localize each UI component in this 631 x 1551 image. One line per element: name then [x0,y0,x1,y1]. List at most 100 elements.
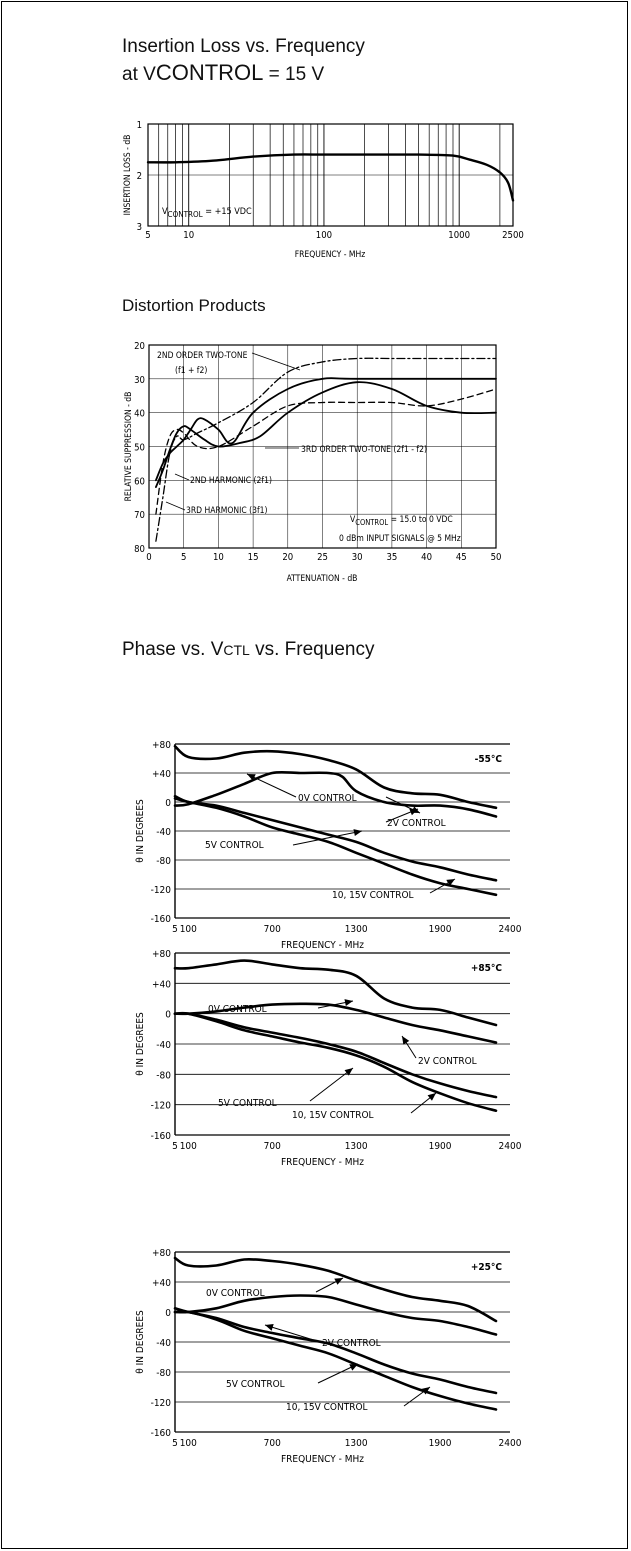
phase_m55-x-tick-label: 700 [264,924,281,935]
phase_p25-series-line-0 [173,1256,498,1323]
il-x-axis-label: FREQUENCY - MHz [295,250,366,260]
dp-x-tick-label: 35 [386,552,397,563]
phase_m55-label-c10: 10, 15V CONTROL [332,890,414,901]
phase_p25-x-tick-label: 1300 [345,1438,368,1449]
phase_p25-y-tick-label: -120 [151,1398,172,1409]
phase_p85-arrow-c2-0-head [402,1036,410,1045]
phase_p25-temperature-label: +25°C [471,1262,503,1273]
dp-x-tick-label: 50 [491,552,502,563]
phase_m55-arrow-c5-0-head [353,829,362,837]
phase_p85-y-tick-label: -160 [151,1131,172,1142]
phase_p85-arrow-c5-0-head [344,1068,353,1076]
phase_p25-arrow-c10-0-head [421,1387,430,1395]
phase_p25-x-tick-label: 2400 [499,1438,522,1449]
phase_p85-x-tick-label: 1900 [429,1141,452,1152]
phase_m55-arrow-c10-0-head [446,879,455,886]
phase_m55-x-tick-label: 1900 [429,924,452,935]
dp-x-tick-label: 15 [248,552,259,563]
phase_p25-y-tick-label: +80 [152,1248,171,1259]
distortion-title: Distortion Products [122,296,266,315]
phase-title-sub: CTL [223,642,250,658]
phase_p85-y-tick-label: +80 [152,949,171,960]
phase_p85-label-c5: 5V CONTROL [218,1098,277,1109]
phase_p25-series-line-1 [173,1294,498,1336]
dp-y-tick-label: 70 [134,510,145,521]
phase_p85-y-tick-label: +40 [152,979,171,990]
phase_m55-y-tick-label: +40 [152,769,171,780]
phase_p85-y-tick-label: -120 [151,1101,172,1112]
il-y-axis-label: INSERTION LOSS - dB [123,135,133,216]
phase-title-post: vs. Frequency [249,639,375,660]
phase_m55-x-tick-label: 100 [180,924,197,935]
phase_p25-label-c5: 5V CONTROL [226,1379,285,1390]
phase_m55-y-tick-label: -160 [151,914,172,925]
dp-2nd-harm-label: 2ND HARMONIC (2f1) [190,476,272,486]
dp-x-tick-label: 40 [421,552,432,563]
il-x-tick-label: 2500 [502,230,524,241]
il-vcontrol-annotation: VCONTROL = +15 VDC [162,207,252,219]
phase_p25-x-tick-label: 100 [180,1438,197,1449]
phase_m55-label-c0: 0V CONTROL [298,793,357,804]
subtitle-sub: CONTROL [155,60,264,85]
phase_m55-series-line-3 [173,797,498,897]
dp-vcontrol-annotation: VCONTROL = 15.0 to 0 VDC [350,515,453,527]
il-y-tick-label: 1 [137,120,142,131]
phase_p85-x-tick-label: 1300 [345,1141,368,1152]
phase_p25-label-c2: 2V CONTROL [322,1338,381,1349]
dp-2nd-order-leader [251,352,301,371]
phase_p85-label-c10: 10, 15V CONTROL [292,1110,374,1121]
phase_p25-y-tick-label: -80 [156,1368,171,1379]
phase_p85-arrow-c5-0-shaft [309,1067,354,1102]
phase_p85-series-line-1 [173,1002,498,1044]
dp-x-tick-label: 10 [213,552,224,563]
dp-input-annotation: 0 dBm INPUT SIGNALS @ 5 MHz [339,534,461,544]
phase_m55-label-c2: 2V CONTROL [387,818,446,829]
phase_m55-temperature-label: -55°C [475,754,503,765]
phase_m55-x-tick-label: 5 [172,924,178,935]
phase_p85-x-tick-label: 2400 [499,1141,522,1152]
insertion-loss-title: Insertion Loss vs. Frequency [122,36,365,57]
dp-3rd-harm-leader [165,501,186,511]
phase_p25-arrow-c0-0-head [334,1278,343,1285]
dp-3rd-order-label: 3RD ORDER TWO-TONE (2f1 - f2) [301,445,427,455]
phase_p25-label-c10: 10, 15V CONTROL [286,1402,368,1413]
dp-y-tick-label: 50 [134,443,145,454]
phase-title: Phase vs. VCTL vs. Frequency [122,639,374,661]
phase_p85-arrow-c0-0-head [344,999,353,1007]
dp-x-tick-label: 5 [181,552,186,563]
phase_p85-x-tick-label: 100 [180,1141,197,1152]
dp-x-axis-label: ATTENUATION - dB [287,574,358,584]
phase_m55-x-tick-label: 2400 [499,924,522,935]
phase_m55-arrow-c0-0-head [247,774,256,781]
phase_p85-x-tick-label: 5 [172,1141,178,1152]
phase_p25-x-tick-label: 700 [264,1438,281,1449]
il-x-tick-label: 5 [145,230,150,241]
dp-2nd-order-label: 2ND ORDER TWO-TONE [157,351,248,361]
phase_p85-y-tick-label: -40 [156,1040,171,1051]
phase_p25-arrow-c5-0-head [349,1364,358,1371]
dp-3rd-harm-label: 3RD HARMONIC (3f1) [186,506,268,516]
dp-y-tick-label: 30 [134,375,145,386]
phase_p25-x-tick-label: 1900 [429,1438,452,1449]
dp-y-tick-label: 80 [134,544,145,555]
phase_p85-series-line-0 [173,959,498,1027]
phase_p25-y-tick-label: 0 [165,1308,171,1319]
phase_p25-series-line-2 [173,1307,498,1395]
il-x-tick-label: 1000 [448,230,470,241]
insertion-loss-subtitle: at VCONTROL = 15 V [122,60,324,86]
phase_p25-series-line-3 [173,1310,498,1411]
phase_p25-label-c0: 0V CONTROL [206,1288,265,1299]
phase_p25-arrow-c2-0-shaft [264,1324,321,1343]
dp-y-tick-label: 40 [134,409,145,420]
phase_m55-series-line-0 [173,744,498,810]
phase_p85-y-tick-label: -80 [156,1070,171,1081]
il-x-tick-label: 10 [183,230,194,241]
phase_p85-x-tick-label: 700 [264,1141,281,1152]
phase_m55-x-axis-label: FREQUENCY - MHz [281,940,364,951]
phase_m55-arrow-c0-0-shaft [246,773,297,798]
dp-x-tick-label: 25 [317,552,328,563]
phase_p85-temperature-label: +85°C [471,963,503,974]
dp-y-tick-label: 60 [134,476,145,487]
phase_p85-y-axis-label: θ IN DEGREES [135,1012,146,1076]
